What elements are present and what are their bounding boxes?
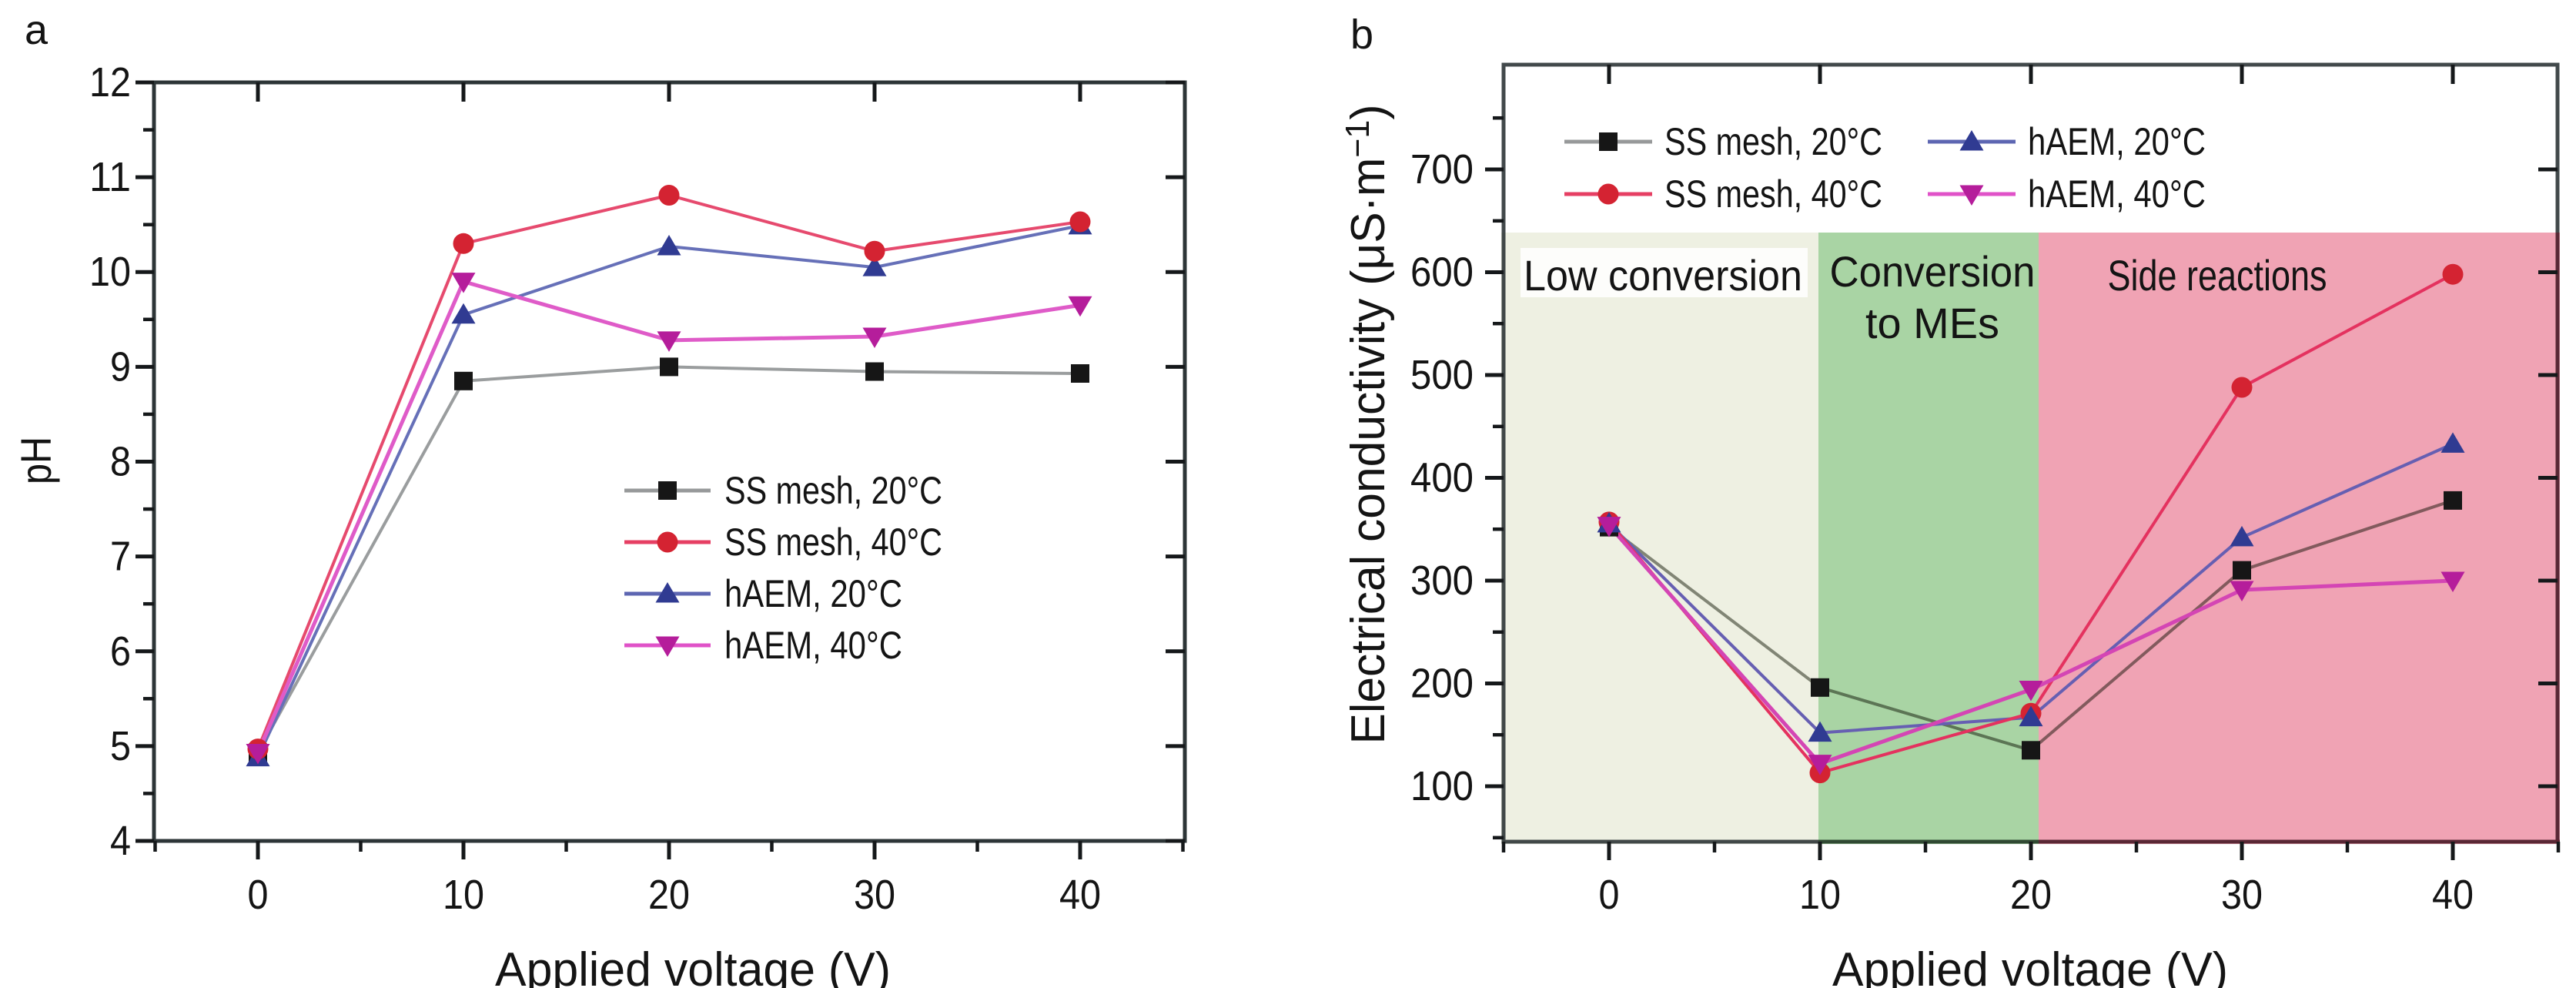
svg-text:10: 10 [1799, 872, 1841, 918]
svg-text:200: 200 [1410, 661, 1474, 707]
svg-text:0: 0 [248, 872, 269, 918]
svg-text:a: a [25, 7, 49, 53]
svg-text:11: 11 [89, 154, 131, 200]
svg-text:hAEM, 40°C: hAEM, 40°C [2028, 172, 2206, 216]
svg-text:100: 100 [1410, 763, 1474, 809]
svg-text:30: 30 [2221, 872, 2263, 918]
svg-text:hAEM, 20°C: hAEM, 20°C [2028, 120, 2206, 163]
svg-text:Low conversion: Low conversion [1524, 251, 1802, 300]
svg-text:to MEs: to MEs [1865, 299, 1999, 347]
svg-text:0: 0 [1599, 872, 1620, 918]
svg-text:20: 20 [648, 872, 690, 918]
svg-text:SS mesh, 40°C: SS mesh, 40°C [1664, 172, 1882, 216]
svg-text:7: 7 [110, 534, 131, 580]
svg-text:400: 400 [1410, 455, 1474, 501]
svg-text:4: 4 [110, 818, 131, 864]
svg-text:500: 500 [1410, 352, 1474, 398]
svg-text:SS mesh, 40°C: SS mesh, 40°C [724, 521, 942, 564]
svg-text:Side reactions: Side reactions [2108, 251, 2327, 300]
svg-text:30: 30 [854, 872, 895, 918]
svg-text:b: b [1350, 12, 1373, 58]
svg-text:Applied voltage (V): Applied voltage (V) [1832, 943, 2228, 988]
svg-text:hAEM, 20°C: hAEM, 20°C [724, 572, 902, 615]
svg-text:10: 10 [89, 249, 131, 295]
svg-text:9: 9 [110, 343, 131, 390]
svg-text:600: 600 [1410, 250, 1474, 296]
svg-text:20: 20 [2010, 872, 2052, 918]
svg-text:40: 40 [2432, 872, 2474, 918]
svg-text:6: 6 [110, 628, 131, 675]
svg-text:8: 8 [110, 439, 131, 485]
svg-text:10: 10 [443, 872, 484, 918]
svg-text:hAEM, 40°C: hAEM, 40°C [724, 624, 902, 667]
svg-text:700: 700 [1410, 146, 1474, 193]
svg-text:pH: pH [12, 437, 60, 484]
svg-text:12: 12 [89, 59, 131, 105]
svg-text:Conversion: Conversion [1830, 247, 2036, 296]
svg-text:SS mesh, 20°C: SS mesh, 20°C [1664, 120, 1882, 163]
svg-text:300: 300 [1410, 558, 1474, 604]
svg-text:Electrical conductivity (μS·m−: Electrical conductivity (μS·m−1) [1339, 105, 1395, 745]
svg-text:Applied voltage (V): Applied voltage (V) [495, 943, 891, 988]
svg-text:SS mesh, 20°C: SS mesh, 20°C [724, 469, 942, 512]
svg-text:40: 40 [1059, 872, 1101, 918]
svg-text:5: 5 [110, 723, 131, 769]
